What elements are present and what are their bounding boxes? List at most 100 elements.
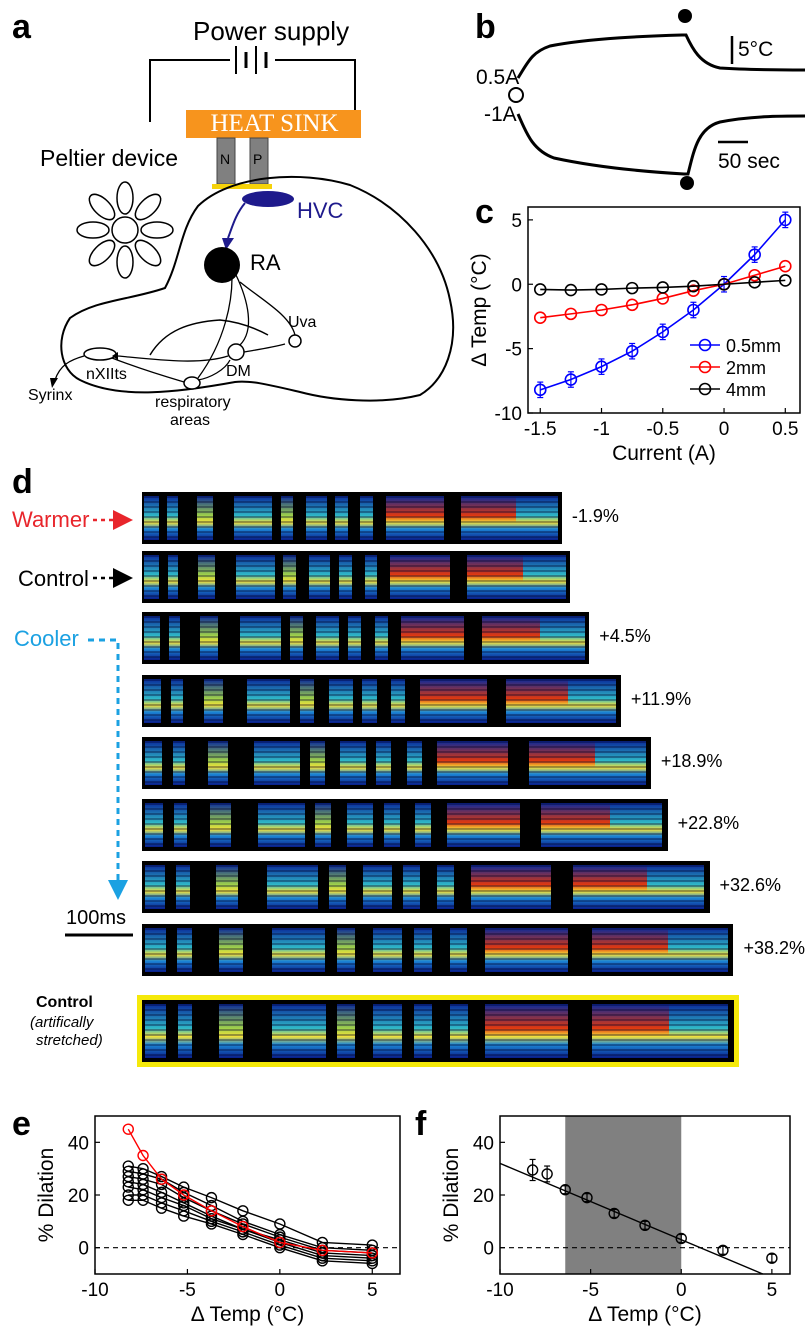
syllable-block — [522, 555, 566, 599]
data-point — [625, 298, 639, 312]
data-point — [687, 279, 700, 293]
data-point — [274, 1236, 286, 1249]
data-point — [178, 1181, 190, 1193]
x-axis-label: Current (A) — [612, 442, 716, 465]
data-point — [559, 1184, 571, 1196]
data-point — [675, 1232, 687, 1245]
x-axis-label: Δ Temp (°C) — [191, 1303, 304, 1326]
syllable-block — [415, 803, 432, 847]
syllable-block — [363, 865, 392, 909]
x-tick-label: -10 — [81, 1280, 108, 1301]
ra-label: RA — [250, 250, 281, 275]
time-scale-label: 50 sec — [718, 150, 780, 173]
syllable-block — [253, 741, 300, 785]
syllable-block — [346, 803, 374, 847]
series-line-2mm — [540, 265, 786, 319]
syllable-block — [376, 741, 392, 785]
syllable-block — [172, 741, 186, 785]
x-tick-label: 0 — [719, 419, 730, 440]
data-point — [178, 1189, 190, 1201]
data-point — [316, 1244, 329, 1257]
syllable-block — [236, 555, 275, 599]
panel-letter-f: f — [415, 1105, 427, 1143]
y-tick-label: 40 — [473, 1133, 494, 1154]
legend-label: 0.5mm — [726, 336, 781, 356]
data-point — [595, 360, 608, 373]
x-tick-label: -1 — [593, 419, 610, 440]
axes-frame — [527, 206, 801, 414]
syllable-block — [609, 803, 663, 847]
syllable-block — [215, 865, 239, 909]
peltier-n-label: N — [220, 151, 231, 167]
y-axis-label: % Dilation — [35, 1148, 58, 1243]
syllable-block — [668, 1004, 729, 1058]
syllable-block — [316, 616, 339, 660]
syllable-block — [594, 741, 646, 785]
syllable-block — [144, 803, 164, 847]
data-point — [748, 276, 761, 289]
syllable-block — [210, 803, 232, 847]
data-point — [526, 1164, 539, 1176]
x-tick-label: 5 — [767, 1280, 778, 1301]
data-point — [366, 1247, 378, 1259]
legend-marker — [698, 338, 712, 352]
data-point — [237, 1220, 249, 1233]
data-point — [237, 1205, 249, 1217]
dilation-percent-label: +18.9% — [660, 751, 723, 771]
stretched-control-sub1: (artifically — [30, 1014, 94, 1031]
syllable-block — [414, 928, 432, 972]
syllable-block — [340, 741, 366, 785]
stretched-control-title: Control — [36, 994, 93, 1011]
nxiits-label: nXIIts — [86, 366, 127, 383]
data-point — [564, 283, 578, 297]
syllable-block — [335, 496, 348, 540]
syllable-block — [240, 616, 281, 660]
syllable-block — [481, 616, 541, 660]
x-tick-label: 0 — [275, 1280, 286, 1301]
syllable-block — [541, 803, 610, 847]
syllable-block — [540, 616, 585, 660]
y-tick-label: 0 — [483, 1239, 494, 1260]
y-axis-label: Δ Temp (°C) — [470, 253, 491, 366]
syllable-block — [401, 616, 465, 660]
x-tick-label: -10 — [486, 1280, 513, 1301]
panel-letter-c: c — [475, 193, 494, 231]
dm-nucleus — [227, 343, 245, 361]
data-point — [316, 1236, 329, 1249]
neg-current-label: -1A — [484, 103, 517, 126]
data-point — [122, 1123, 134, 1135]
syllable-block — [372, 928, 403, 972]
syllable-block — [308, 555, 331, 599]
data-point — [595, 303, 608, 317]
data-point — [687, 303, 700, 317]
heat-sink-block — [186, 110, 361, 138]
spectrogram-row — [142, 924, 734, 976]
data-point — [155, 1186, 168, 1199]
legend-marker — [698, 360, 712, 374]
syllable-block — [144, 865, 165, 909]
control-arrow-icon — [113, 568, 133, 588]
dilation-percent-label: +4.5% — [599, 626, 651, 646]
chart-c: -1.5 -1 -0.5 0 0.5 5 0 -5 -10 Current (A) Δ Temp (… — [470, 206, 801, 465]
panel-letter-e: e — [12, 1105, 31, 1143]
data-point — [205, 1205, 218, 1217]
spectrogram-row — [142, 799, 668, 851]
syllable-block — [144, 496, 159, 540]
syllable-block — [204, 679, 224, 723]
syllable-block — [300, 679, 315, 723]
syllable-block — [419, 679, 487, 723]
peltier-device-label: Peltier device — [40, 145, 179, 171]
syllable-block — [372, 1004, 403, 1058]
x-tick-label: -0.5 — [646, 419, 679, 440]
panel-b-traces — [508, 9, 806, 190]
syllable-block — [446, 803, 521, 847]
syllable-block — [144, 1004, 166, 1058]
syllable-block — [305, 496, 327, 540]
syllable-block — [218, 1004, 243, 1058]
dilation-percent-label: +11.9% — [630, 689, 692, 709]
data-point — [274, 1218, 286, 1230]
respiratory-nucleus — [183, 376, 201, 390]
syllable-block — [591, 1004, 669, 1058]
data-point — [656, 281, 670, 294]
x-tick-label: 5 — [367, 1280, 378, 1301]
